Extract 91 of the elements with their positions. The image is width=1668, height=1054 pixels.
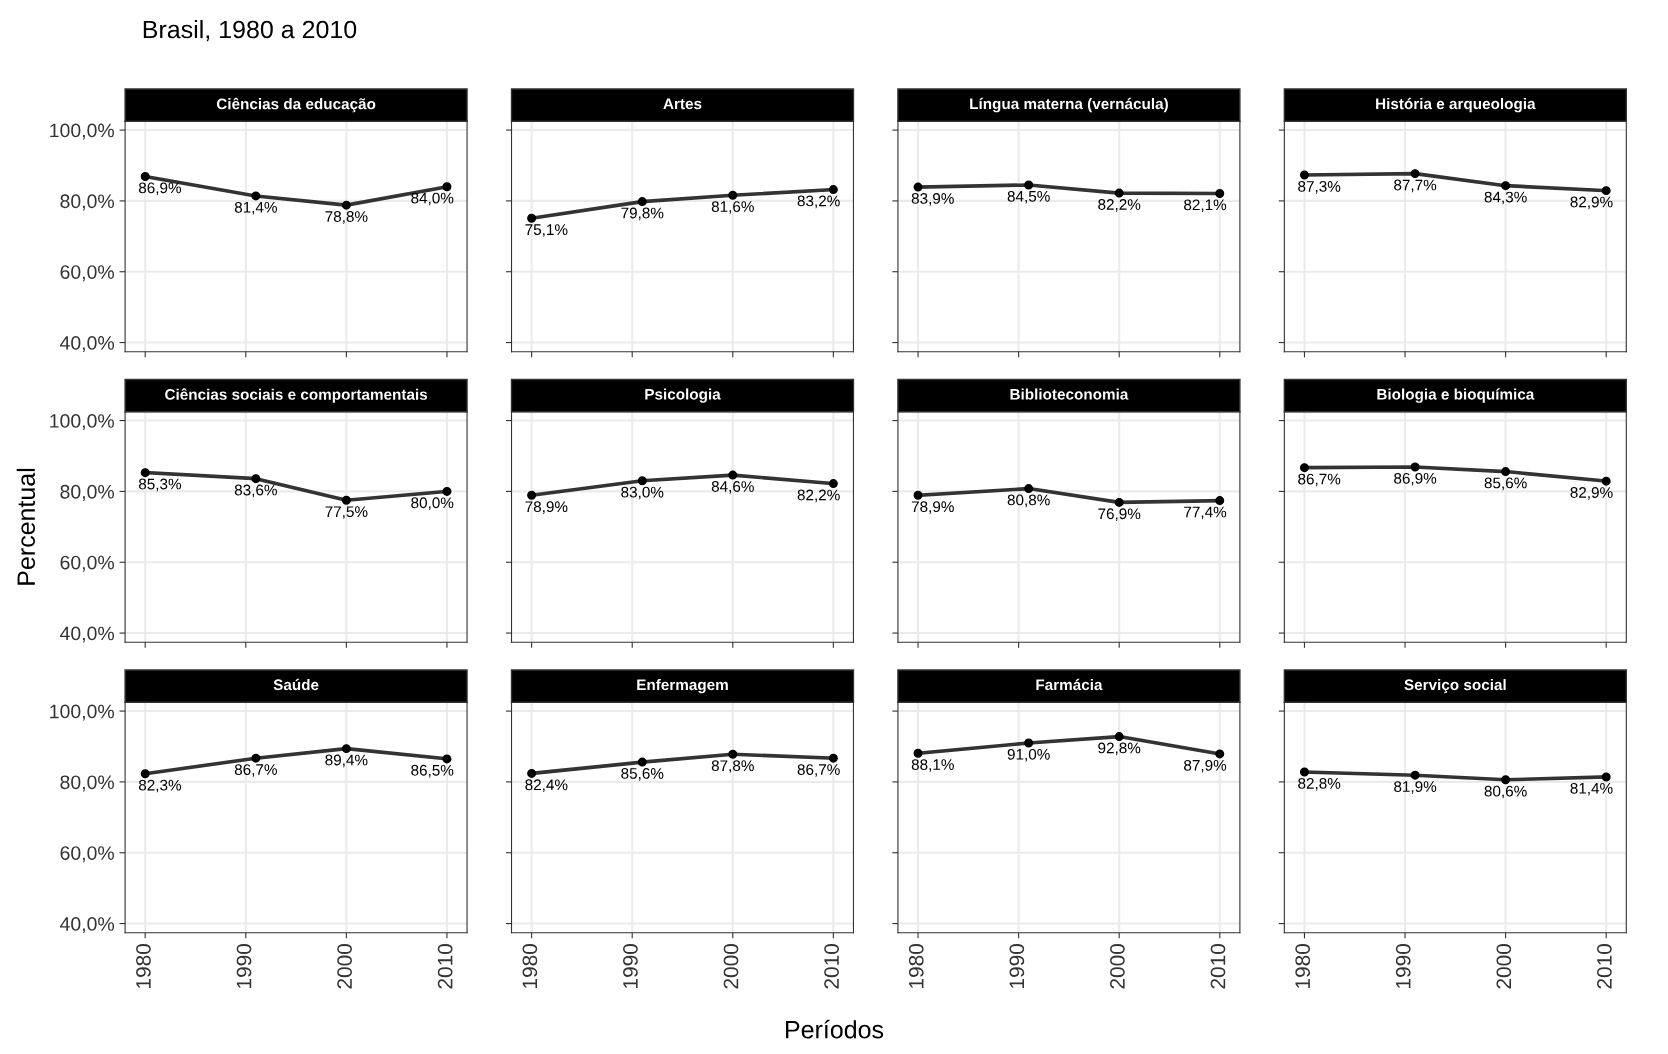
data-label: 92,8% — [1098, 742, 1141, 756]
y-tick-label: 60,0% — [60, 265, 114, 282]
data-label: 86,7% — [1298, 473, 1341, 487]
chart-title: História e arqueologia — [1376, 97, 1536, 113]
data-label: 75,1% — [525, 224, 568, 237]
chart-title: Ciências da educação — [216, 97, 376, 113]
data-label: 82,8% — [1298, 777, 1341, 791]
data-label: 86,5% — [411, 764, 454, 778]
data-label: 82,9% — [1570, 196, 1613, 210]
x-tick-label: 2010 — [1210, 944, 1226, 989]
x-tick-label: 2010 — [437, 944, 453, 989]
data-label: 84,6% — [711, 481, 754, 494]
data-label: 78,9% — [525, 501, 568, 514]
data-label: 76,9% — [1098, 508, 1141, 521]
data-label: 85,6% — [621, 768, 664, 781]
data-label: 84,0% — [411, 192, 454, 206]
data-label: 82,3% — [138, 779, 182, 793]
chart-title: Biologia e bioquímica — [1377, 388, 1535, 403]
data-label: 86,7% — [234, 764, 277, 777]
x-tick-label: 1980 — [908, 944, 924, 988]
y-tick-label: 100,0% — [50, 123, 114, 140]
data-label: 78,8% — [325, 211, 368, 224]
data-label: 85,3% — [138, 478, 182, 492]
y-tick-label: 100,0% — [50, 704, 114, 721]
x-tick-label: 1990 — [1395, 944, 1411, 988]
data-label: 77,5% — [325, 506, 368, 519]
data-label: 89,4% — [325, 754, 368, 768]
data-label: 80,0% — [411, 497, 454, 510]
chart-title: Língua materna (vernácula) — [970, 97, 1168, 113]
y-tick-label: 40,0% — [60, 626, 114, 643]
data-label: 85,6% — [1484, 477, 1527, 491]
chart-title: Ciências sociais e comportamentais — [165, 388, 428, 403]
x-tick-label: 2010 — [1597, 944, 1612, 989]
data-label: 81,4% — [1570, 782, 1613, 796]
data-label: 82,1% — [1184, 199, 1227, 213]
data-label: 86,9% — [1394, 472, 1437, 486]
chart-title: Biblioteconomia — [1010, 388, 1129, 400]
data-label: 78,9% — [911, 501, 954, 514]
x-tick-label: 2000 — [337, 944, 352, 989]
y-tick-label: 40,0% — [60, 336, 114, 353]
chart-title: Farmácia — [1036, 678, 1103, 691]
data-label: 83,0% — [621, 486, 664, 500]
x-tick-label: 2000 — [1496, 944, 1512, 989]
y-tick-label: 60,0% — [60, 555, 114, 572]
text: Brasil, 1980 a 2010 — [143, 19, 357, 42]
y-tick-label: 100,0% — [50, 414, 114, 431]
x-tick-label: 1990 — [1009, 944, 1025, 988]
data-label: 79,8% — [621, 207, 664, 221]
data-label: 82,9% — [1570, 487, 1613, 500]
data-label: 81,6% — [711, 201, 754, 214]
data-label: 88,1% — [911, 759, 954, 772]
y-tick-label: 80,0% — [60, 775, 114, 792]
data-label: 80,6% — [1484, 785, 1527, 799]
x-tick-label: 1990 — [236, 944, 252, 988]
data-label: 87,9% — [1184, 759, 1227, 773]
data-label: 91,0% — [1007, 748, 1050, 762]
data-label: 84,5% — [1007, 190, 1050, 204]
data-label: 86,7% — [797, 764, 840, 777]
data-label: 87,8% — [711, 760, 754, 773]
x-tick-label: 2010 — [824, 944, 839, 989]
data-label: 81,4% — [234, 201, 277, 215]
chart-title: Saúde — [273, 678, 319, 691]
y-tick-label: 40,0% — [60, 917, 114, 934]
data-label: 84,3% — [1484, 191, 1527, 205]
x-tick-label: 2000 — [723, 944, 739, 989]
data-label: 83,2% — [797, 195, 840, 209]
data-label: 82,4% — [525, 779, 568, 792]
y-tick-label: 80,0% — [60, 484, 114, 501]
x-tick-label: 1990 — [623, 944, 638, 988]
chart-title: Psicologia — [645, 388, 721, 403]
chart-title: Serviço social — [1404, 678, 1506, 694]
data-label: 87,3% — [1298, 181, 1341, 194]
x-axis-title: Períodos — [786, 1019, 884, 1039]
x-tick-label: 1980 — [522, 944, 538, 988]
data-label: 81,9% — [1394, 781, 1437, 794]
chart-title: Artes — [663, 98, 702, 110]
x-tick-label: 2000 — [1110, 944, 1125, 989]
data-label: 82,2% — [1098, 199, 1141, 212]
data-label: 83,6% — [234, 484, 277, 498]
data-label: 80,8% — [1007, 494, 1050, 508]
y-tick-label: 60,0% — [60, 846, 114, 863]
y-tick-label: 80,0% — [60, 194, 114, 211]
data-label: 83,9% — [911, 193, 954, 206]
data-label: 77,4% — [1184, 506, 1227, 520]
chart-title: Enfermagem — [637, 678, 728, 694]
y-axis-title: Percentual — [16, 468, 36, 585]
x-tick-label: 1980 — [1295, 944, 1311, 988]
data-label: 87,7% — [1394, 179, 1437, 193]
x-tick-label: 1980 — [136, 944, 151, 988]
data-label: 86,9% — [138, 182, 182, 196]
data-label: 82,2% — [797, 489, 840, 503]
